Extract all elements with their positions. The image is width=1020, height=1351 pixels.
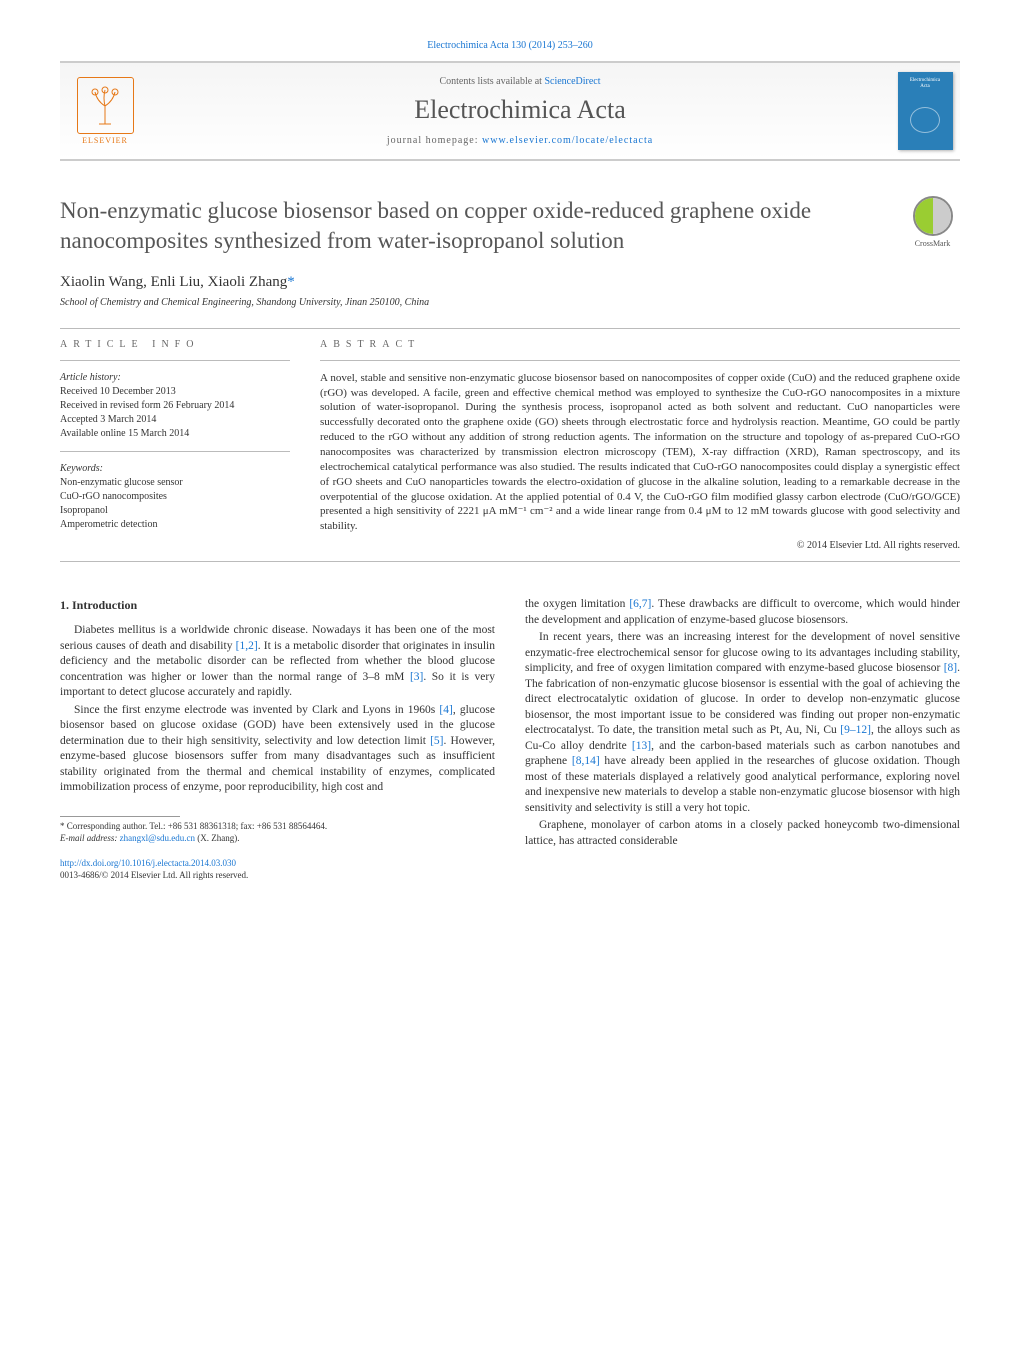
abstract-copyright: © 2014 Elsevier Ltd. All rights reserved… xyxy=(320,540,960,551)
abstract-text: A novel, stable and sensitive non-enzyma… xyxy=(320,371,960,534)
authors-text: Xiaolin Wang, Enli Liu, Xiaoli Zhang xyxy=(60,274,287,290)
journal-title: Electrochimica Acta xyxy=(150,95,890,125)
article-title: Non-enzymatic glucose biosensor based on… xyxy=(60,196,885,256)
history-label: Article history: xyxy=(60,371,290,385)
divider xyxy=(60,328,960,329)
crossmark-label: CrossMark xyxy=(905,239,960,248)
divider xyxy=(60,360,290,361)
affiliation: School of Chemistry and Chemical Enginee… xyxy=(60,297,960,308)
article-info-heading: ARTICLE INFO xyxy=(60,339,290,350)
keyword: Amperometric detection xyxy=(60,518,290,532)
abstract-block: ABSTRACT A novel, stable and sensitive n… xyxy=(320,339,960,551)
elsevier-tree-icon xyxy=(77,77,134,134)
doi-link[interactable]: http://dx.doi.org/10.1016/j.electacta.20… xyxy=(60,858,236,868)
citation-link[interactable]: Electrochimica Acta 130 (2014) 253–260 xyxy=(427,40,593,51)
homepage-line: journal homepage: www.elsevier.com/locat… xyxy=(150,135,890,146)
body-paragraph: Diabetes mellitus is a worldwide chronic… xyxy=(60,623,495,701)
corr-author-line: * Corresponding author. Tel.: +86 531 88… xyxy=(60,821,495,833)
doi-block: http://dx.doi.org/10.1016/j.electacta.20… xyxy=(60,858,495,881)
body-paragraph: the oxygen limitation [6,7]. These drawb… xyxy=(525,597,960,628)
body-two-column: 1. Introduction Diabetes mellitus is a w… xyxy=(60,597,960,882)
journal-cover-thumbnail: Electrochimica Acta xyxy=(898,72,953,150)
body-paragraph: Since the first enzyme electrode was inv… xyxy=(60,703,495,796)
corresponding-author-mark: * xyxy=(287,274,295,290)
history-received: Received 10 December 2013 xyxy=(60,385,290,399)
cover-title-2: Acta xyxy=(920,84,929,90)
column-right: the oxygen limitation [6,7]. These drawb… xyxy=(525,597,960,882)
divider xyxy=(60,451,290,452)
history-accepted: Accepted 3 March 2014 xyxy=(60,413,290,427)
elsevier-logo: ELSEVIER xyxy=(70,71,140,151)
homepage-label: journal homepage: xyxy=(387,135,482,146)
issn-copyright: 0013-4686/© 2014 Elsevier Ltd. All right… xyxy=(60,870,495,882)
email-link[interactable]: zhangxl@sdu.edu.cn xyxy=(120,833,195,843)
contents-text: Contents lists available at xyxy=(439,76,544,87)
keywords-label: Keywords: xyxy=(60,462,290,476)
email-person: (X. Zhang). xyxy=(195,833,240,843)
history-online: Available online 15 March 2014 xyxy=(60,427,290,441)
divider xyxy=(60,561,960,562)
divider xyxy=(320,360,960,361)
body-paragraph: Graphene, monolayer of carbon atoms in a… xyxy=(525,818,960,849)
section-heading-intro: 1. Introduction xyxy=(60,597,495,613)
article-info-block: ARTICLE INFO Article history: Received 1… xyxy=(60,339,290,551)
publisher-name: ELSEVIER xyxy=(82,136,128,145)
homepage-url[interactable]: www.elsevier.com/locate/electacta xyxy=(482,135,653,146)
history-revised: Received in revised form 26 February 201… xyxy=(60,399,290,413)
footnote-separator xyxy=(60,816,180,817)
publisher-logo-wrap: ELSEVIER xyxy=(60,71,150,151)
journal-header-bar: ELSEVIER Contents lists available at Sci… xyxy=(60,61,960,161)
column-left: 1. Introduction Diabetes mellitus is a w… xyxy=(60,597,495,882)
contents-line: Contents lists available at ScienceDirec… xyxy=(150,76,890,87)
crossmark-icon xyxy=(913,196,953,236)
crossmark-badge[interactable]: CrossMark xyxy=(905,196,960,248)
abstract-heading: ABSTRACT xyxy=(320,339,960,350)
keyword: Non-enzymatic glucose sensor xyxy=(60,476,290,490)
sciencedirect-link[interactable]: ScienceDirect xyxy=(544,76,600,87)
keyword: Isopropanol xyxy=(60,504,290,518)
body-paragraph: In recent years, there was an increasing… xyxy=(525,630,960,816)
email-label: E-mail address: xyxy=(60,833,120,843)
keyword: CuO-rGO nanocomposites xyxy=(60,490,290,504)
citation-header: Electrochimica Acta 130 (2014) 253–260 xyxy=(60,40,960,51)
corresponding-footnote: * Corresponding author. Tel.: +86 531 88… xyxy=(60,821,495,844)
cover-graphic-icon xyxy=(910,107,940,133)
author-list: Xiaolin Wang, Enli Liu, Xiaoli Zhang* xyxy=(60,274,960,291)
